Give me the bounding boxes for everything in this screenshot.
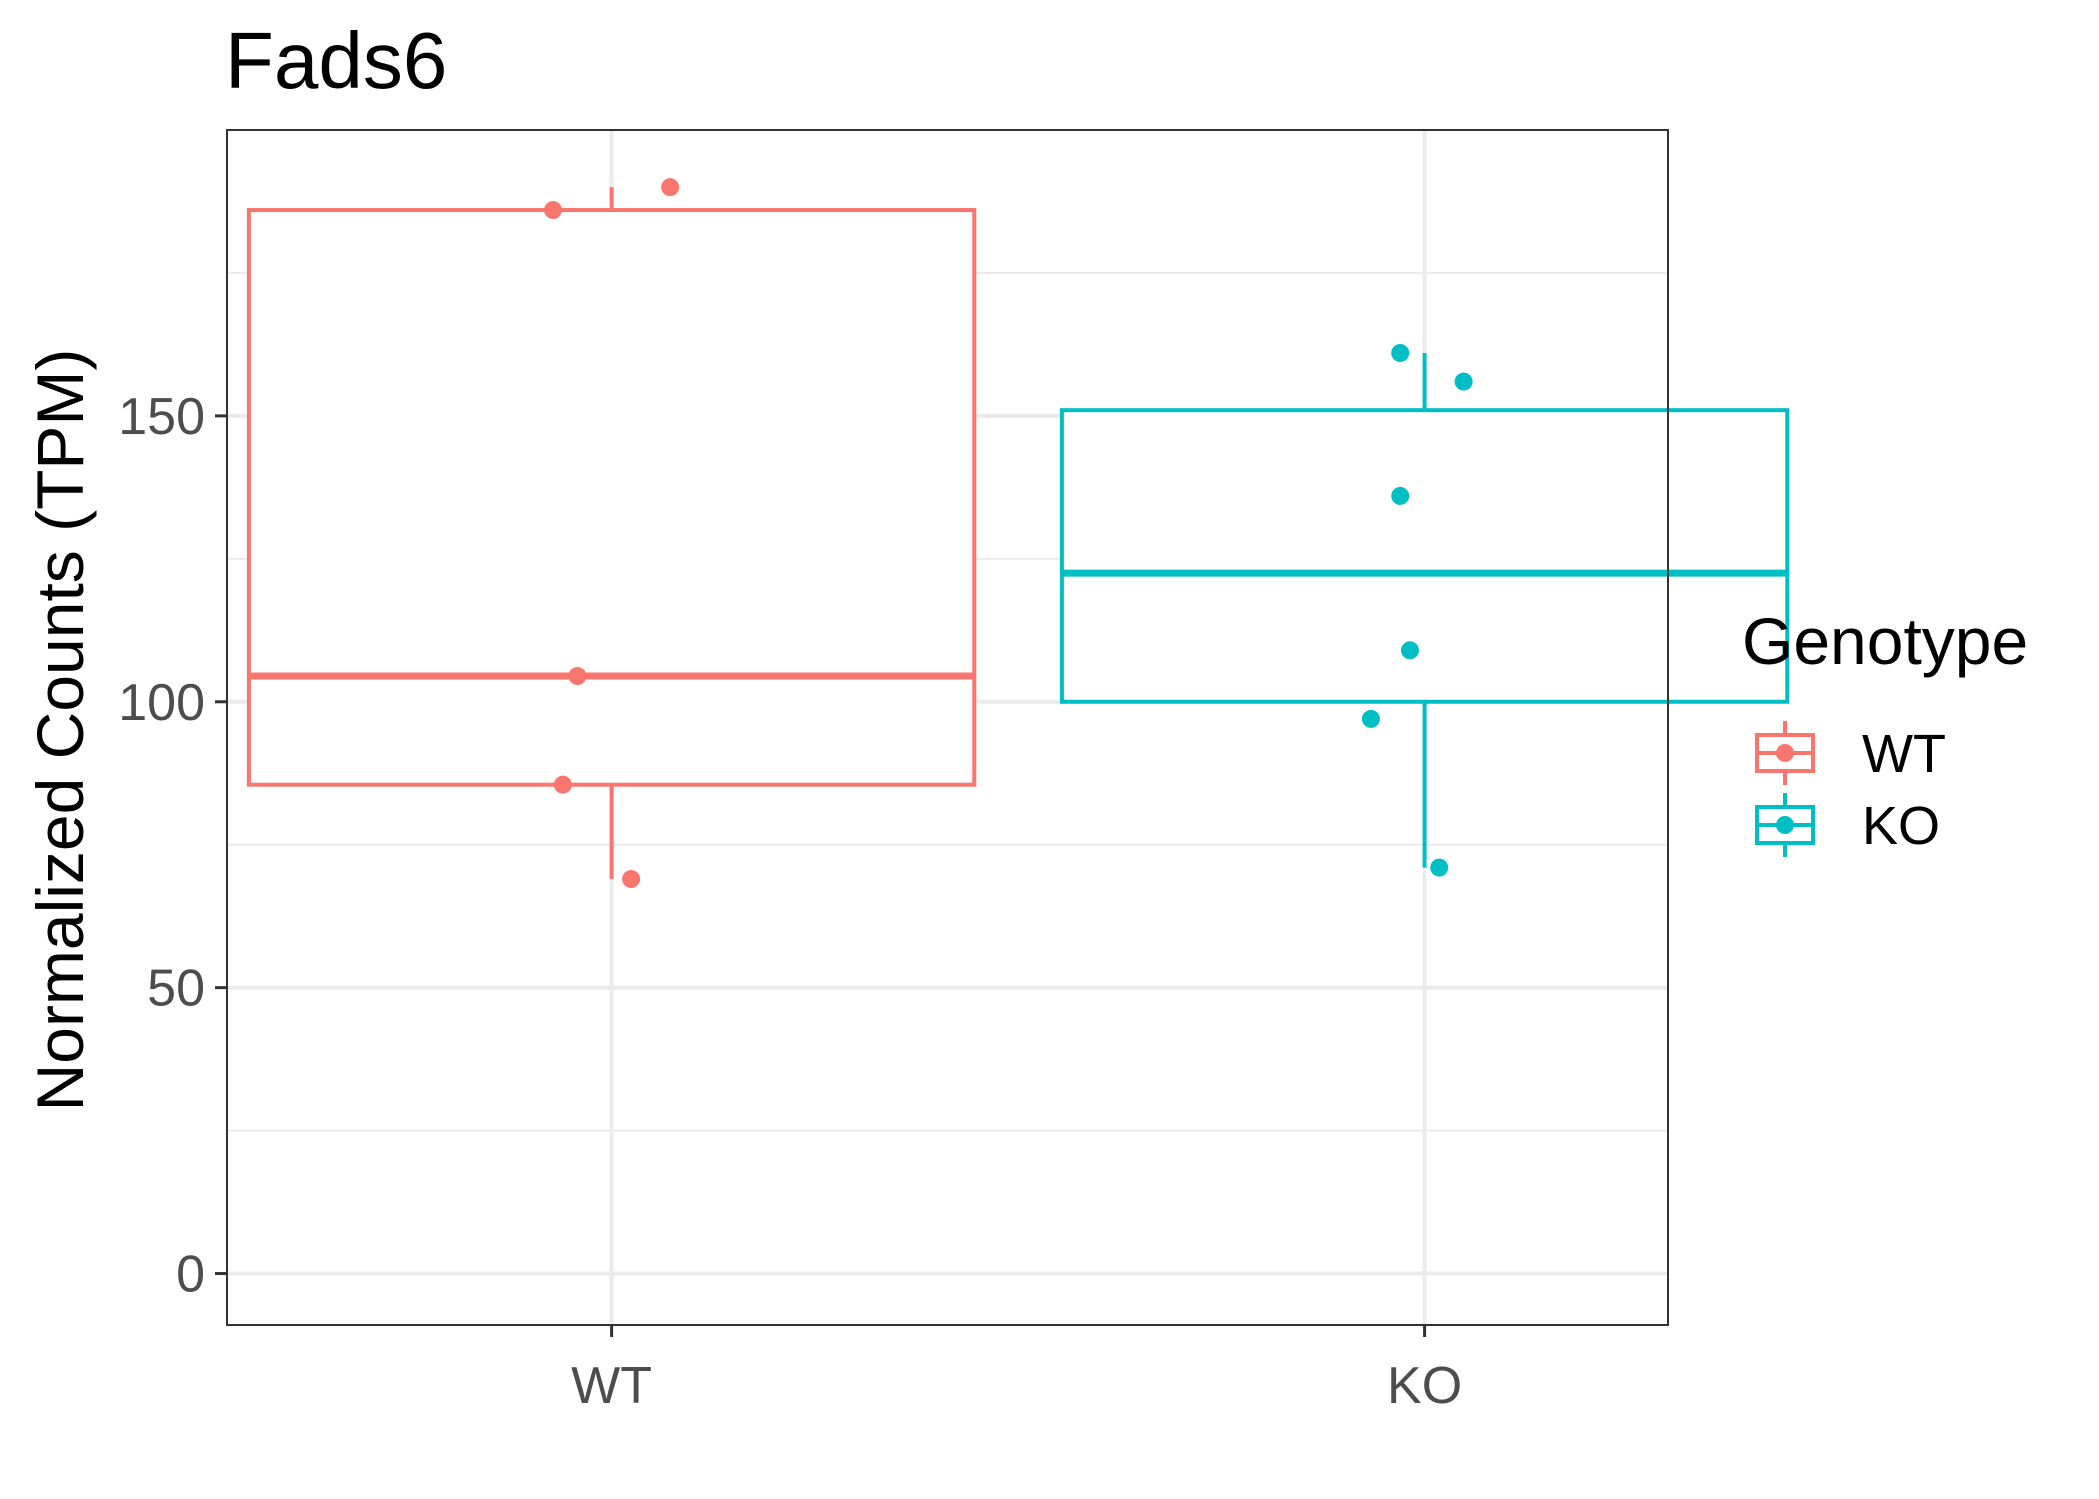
chart-title: Fads6 [225, 16, 447, 105]
box-iqr [1059, 408, 1790, 704]
data-point [1430, 858, 1449, 877]
y-tick-label: 0 [176, 1246, 205, 1304]
data-point [1391, 343, 1410, 362]
y-tick-label: 50 [147, 960, 205, 1018]
data-point [544, 201, 563, 220]
legend-title: Genotype [1742, 604, 2028, 678]
box-iqr [246, 208, 977, 787]
panel-border [226, 129, 1669, 1326]
y-tick-label: 100 [118, 674, 205, 732]
y-tick-label: 150 [118, 388, 205, 446]
data-point [1454, 372, 1473, 391]
legend-entries: WT KO [1755, 721, 1946, 857]
data-point [661, 178, 680, 197]
legend: Genotype WT KO [1742, 604, 2028, 857]
data-point [553, 775, 572, 794]
legend-key-point [1776, 816, 1794, 834]
box-ko [1059, 343, 1790, 877]
x-tick-label: KO [1387, 1357, 1462, 1415]
data-point [1391, 486, 1410, 505]
box-wt [246, 178, 977, 889]
data-point [1400, 641, 1419, 660]
legend-key-point [1776, 744, 1794, 762]
plot-area: 0 50 100 150 WT KO [118, 129, 1790, 1415]
y-axis-label: Normalized Counts (TPM) [23, 349, 97, 1112]
legend-key-ko: KO [1755, 793, 1940, 857]
legend-key-wt: WT [1755, 721, 1946, 785]
x-tick-label: WT [571, 1357, 652, 1415]
legend-label: KO [1862, 796, 1940, 856]
data-point [568, 667, 587, 686]
data-point [622, 870, 641, 889]
legend-label: WT [1862, 724, 1946, 784]
data-point [1361, 709, 1380, 728]
